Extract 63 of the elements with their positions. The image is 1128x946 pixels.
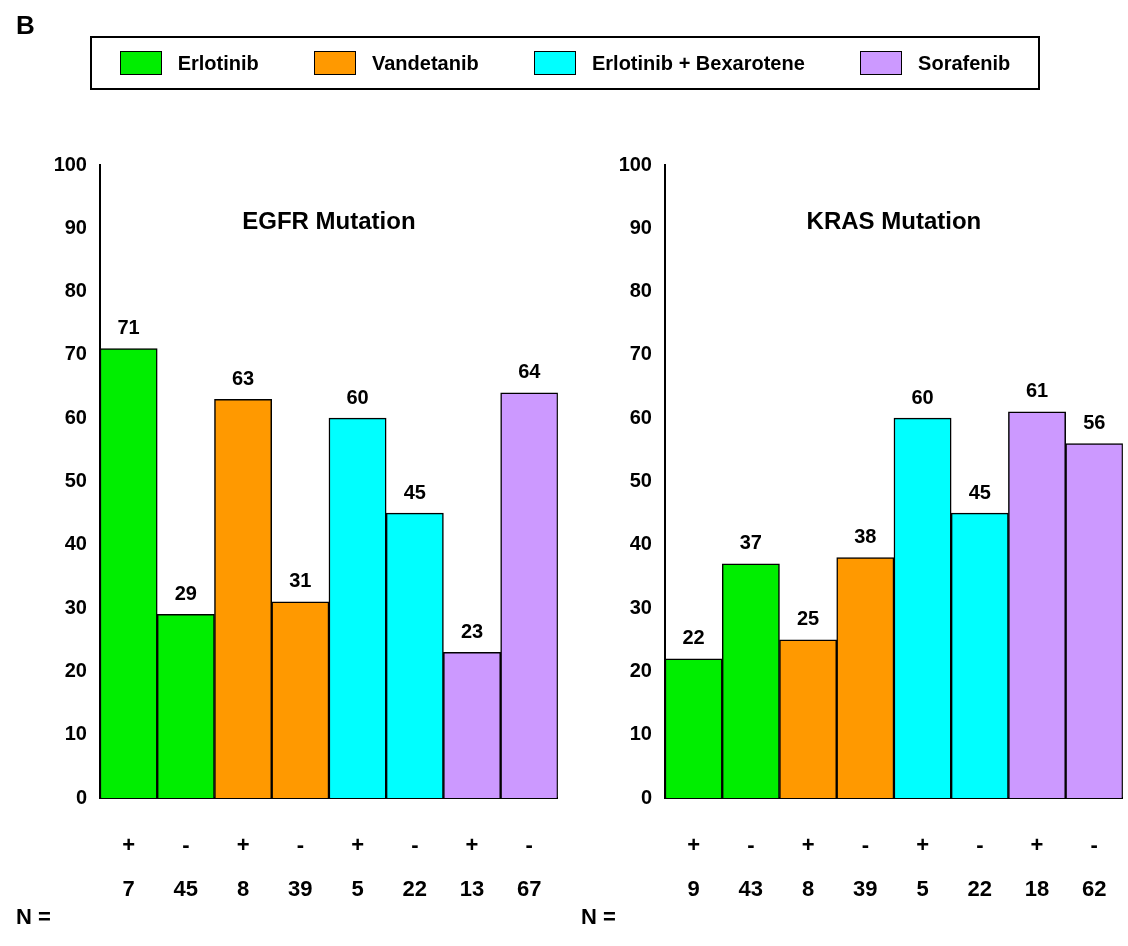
x-tick-label: - 22 bbox=[967, 832, 993, 902]
x-axis-title: N = bbox=[16, 904, 51, 930]
y-tick-label: 60 bbox=[629, 405, 652, 428]
data-label: 63 bbox=[231, 366, 255, 389]
y-tick-label: 0 bbox=[640, 785, 652, 808]
data-label: 60 bbox=[346, 385, 369, 408]
y-tick-label: 50 bbox=[64, 469, 87, 492]
x-tick-label: - 67 bbox=[517, 832, 542, 902]
data-label: 64 bbox=[518, 360, 542, 383]
data-label: 29 bbox=[174, 581, 197, 604]
x-tick-label: - 39 bbox=[853, 832, 878, 902]
data-label: 31 bbox=[289, 569, 312, 592]
data-label: 60 bbox=[911, 385, 934, 408]
text: B bbox=[16, 10, 35, 41]
y-tick-label: 100 bbox=[53, 152, 87, 175]
x-tick-label: - 62 bbox=[1082, 832, 1107, 902]
y-tick-label: 80 bbox=[64, 279, 87, 302]
y-tick-label: 10 bbox=[64, 722, 87, 745]
y-tick-label: 100 bbox=[618, 152, 652, 175]
data-label: 25 bbox=[796, 607, 820, 630]
y-tick-label: 30 bbox=[64, 595, 87, 618]
x-tick-label: - 22 bbox=[402, 832, 428, 902]
data-label: 45 bbox=[403, 480, 426, 503]
data-label: 71 bbox=[117, 316, 140, 339]
y-tick-label: 70 bbox=[64, 342, 87, 365]
x-tick-label: - 43 bbox=[738, 832, 764, 902]
y-tick-label: 20 bbox=[629, 658, 652, 681]
x-tick-label: - 45 bbox=[173, 832, 199, 902]
y-tick-label: 70 bbox=[629, 342, 652, 365]
data-label: 37 bbox=[739, 531, 762, 554]
x-tick-label: + 8 bbox=[236, 832, 250, 902]
data-label: 56 bbox=[1083, 411, 1106, 434]
data-label: 45 bbox=[968, 480, 991, 503]
y-tick-label: 60 bbox=[64, 405, 87, 428]
x-tick-label: + 5 bbox=[351, 832, 364, 902]
data-label: 23 bbox=[460, 619, 484, 642]
data-label: 61 bbox=[1025, 379, 1049, 402]
legend-label: Sorafenib bbox=[918, 51, 1011, 75]
y-tick-label: 20 bbox=[64, 658, 87, 681]
y-tick-label: 0 bbox=[75, 785, 87, 808]
x-tick-label: + 13 bbox=[459, 832, 485, 902]
y-tick-label: 80 bbox=[629, 279, 652, 302]
y-tick-label: 30 bbox=[629, 595, 652, 618]
x-tick-label: + 18 bbox=[1024, 832, 1050, 902]
y-tick-label: 40 bbox=[64, 532, 87, 555]
y-tick-label: 40 bbox=[629, 532, 652, 555]
x-tick-label: + 8 bbox=[801, 832, 815, 902]
x-tick-label: - 39 bbox=[288, 832, 313, 902]
y-tick-label: 50 bbox=[629, 469, 652, 492]
y-tick-label: 90 bbox=[64, 215, 87, 238]
legend-label: Erlotinib bbox=[177, 51, 259, 75]
y-tick-label: 10 bbox=[629, 722, 652, 745]
x-tick-label: + 5 bbox=[916, 832, 929, 902]
text: EGFR Mutation bbox=[242, 206, 416, 234]
x-axis-title: N = bbox=[581, 904, 616, 930]
text: KRAS Mutation bbox=[806, 206, 982, 234]
y-tick-label: 90 bbox=[629, 215, 652, 238]
legend-label: Vandetanib bbox=[372, 51, 479, 75]
legend-label: Erlotinib + Bexarotene bbox=[591, 51, 805, 75]
data-label: 38 bbox=[854, 524, 877, 547]
x-tick-label: + 7 bbox=[122, 832, 136, 902]
x-tick-label: + 9 bbox=[687, 832, 701, 902]
data-label: 22 bbox=[682, 626, 705, 649]
